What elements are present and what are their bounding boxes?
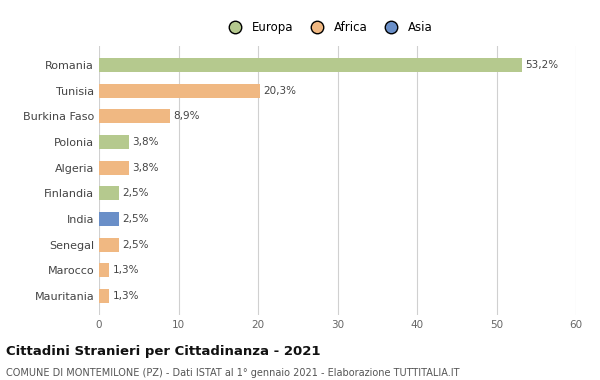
Text: COMUNE DI MONTEMILONE (PZ) - Dati ISTAT al 1° gennaio 2021 - Elaborazione TUTTIT: COMUNE DI MONTEMILONE (PZ) - Dati ISTAT …	[6, 368, 460, 378]
Text: 1,3%: 1,3%	[113, 265, 139, 276]
Bar	[99, 263, 109, 277]
Bar	[99, 161, 129, 175]
Text: Cittadini Stranieri per Cittadinanza - 2021: Cittadini Stranieri per Cittadinanza - 2…	[6, 345, 320, 358]
Text: 2,5%: 2,5%	[122, 188, 149, 198]
Bar	[99, 135, 129, 149]
Text: 53,2%: 53,2%	[525, 60, 558, 70]
Bar	[99, 289, 109, 303]
Bar	[99, 186, 119, 200]
Text: 2,5%: 2,5%	[122, 240, 149, 250]
Text: 1,3%: 1,3%	[113, 291, 139, 301]
Text: 2,5%: 2,5%	[122, 214, 149, 224]
Bar	[99, 238, 119, 252]
Bar	[99, 84, 260, 98]
Legend: Europa, Africa, Asia: Europa, Africa, Asia	[219, 16, 437, 39]
Text: 3,8%: 3,8%	[133, 163, 159, 173]
Text: 20,3%: 20,3%	[263, 86, 296, 96]
Text: 3,8%: 3,8%	[133, 137, 159, 147]
Bar	[99, 109, 170, 124]
Bar	[99, 212, 119, 226]
Bar	[99, 58, 522, 72]
Text: 8,9%: 8,9%	[173, 111, 199, 121]
